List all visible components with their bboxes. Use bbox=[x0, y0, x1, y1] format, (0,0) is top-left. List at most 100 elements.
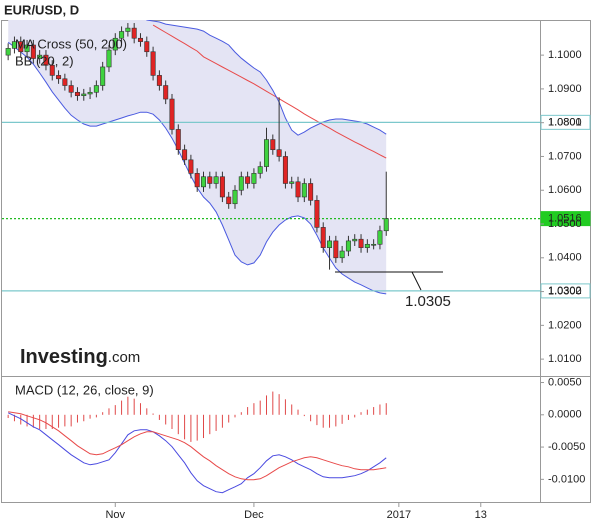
chart-title: EUR/USD, D bbox=[4, 2, 79, 17]
candle-body bbox=[62, 78, 68, 86]
candle-body bbox=[11, 41, 17, 49]
candle-body bbox=[49, 64, 55, 76]
candle-body bbox=[87, 91, 93, 95]
candle-body bbox=[194, 173, 200, 188]
level-box bbox=[540, 211, 591, 227]
candle-body bbox=[125, 27, 131, 32]
candle-body bbox=[24, 44, 30, 53]
y-tick-label: 1.0900 bbox=[548, 83, 582, 95]
annotation: 1.0305 bbox=[405, 293, 451, 310]
overlay: 1.0801 1.0516 1.0302 1.1000 1.0900 1.0800 1.07… bbox=[105, 49, 591, 521]
candle-body bbox=[106, 49, 112, 68]
candle-body bbox=[371, 243, 377, 246]
macd-title: MACD (12, 26, close, 9) bbox=[15, 382, 154, 397]
logo-name: Investing bbox=[20, 346, 108, 368]
frame bbox=[1, 20, 591, 503]
candle-body bbox=[232, 189, 238, 205]
level-label: 1.0516 bbox=[548, 213, 582, 225]
x-tick-label: 13 bbox=[475, 509, 487, 521]
candle-body bbox=[144, 41, 150, 53]
candle-body bbox=[377, 230, 383, 245]
y-tick-label: 0.0050 bbox=[548, 376, 582, 388]
candle-body bbox=[30, 44, 36, 59]
candle-body bbox=[270, 139, 276, 151]
candle-body bbox=[74, 91, 80, 96]
macd-line bbox=[7, 412, 387, 494]
candle-body bbox=[188, 159, 194, 174]
logo-suffix: .com bbox=[108, 349, 141, 366]
candle-body bbox=[81, 93, 87, 96]
candle-body bbox=[314, 200, 320, 228]
candle-body bbox=[226, 196, 232, 205]
candle-body bbox=[207, 176, 213, 184]
candle-body bbox=[119, 31, 125, 39]
y-tick-label: 1.0100 bbox=[548, 353, 582, 365]
x-tick-label: Nov bbox=[105, 509, 125, 521]
signal-line bbox=[8, 411, 387, 481]
candle-body bbox=[339, 250, 345, 259]
candle-body bbox=[352, 238, 358, 242]
y-tick-label: -0.0050 bbox=[548, 441, 585, 453]
macd-pane bbox=[7, 391, 387, 494]
candle-body bbox=[327, 240, 333, 248]
candle-body bbox=[383, 218, 389, 232]
y-tick-label: 1.0200 bbox=[548, 319, 582, 331]
candle-body bbox=[295, 181, 301, 198]
candle-body bbox=[56, 75, 62, 80]
y-tick-label: 1.0800 bbox=[548, 117, 582, 129]
candle-body bbox=[112, 37, 118, 51]
candle-body bbox=[100, 66, 106, 86]
candle-body bbox=[68, 85, 74, 93]
level-label: 1.0801 bbox=[548, 116, 582, 128]
legend-entry: BB (20, 2) bbox=[15, 53, 74, 68]
candle-body bbox=[257, 166, 263, 174]
y-tick-label: -0.0100 bbox=[548, 473, 585, 485]
candle-body bbox=[276, 149, 282, 157]
candle-body bbox=[175, 129, 181, 151]
annotation-pointer bbox=[411, 271, 422, 291]
candle-body bbox=[245, 176, 251, 184]
candle-body bbox=[301, 183, 307, 198]
candle-body bbox=[238, 176, 244, 191]
y-tick-label: 1.0700 bbox=[548, 150, 582, 162]
candle-body bbox=[156, 75, 162, 86]
candle-body bbox=[169, 98, 175, 130]
candle-body bbox=[308, 183, 314, 201]
candle-body bbox=[137, 37, 143, 42]
candle-body bbox=[93, 85, 99, 93]
y-tick-label: 1.0400 bbox=[548, 252, 582, 264]
candle-body bbox=[358, 238, 364, 248]
candle-body bbox=[345, 240, 351, 252]
price-pane bbox=[2, 20, 540, 295]
candle-body bbox=[251, 173, 257, 184]
candle-body bbox=[320, 227, 326, 248]
candle-body bbox=[213, 176, 219, 184]
candle-body bbox=[333, 240, 339, 259]
level-box bbox=[540, 283, 591, 299]
logo: Investing.com bbox=[20, 346, 140, 368]
level-label: 1.0302 bbox=[548, 285, 582, 297]
candle-body bbox=[200, 176, 206, 188]
candle-body bbox=[182, 149, 188, 161]
candle-body bbox=[150, 51, 156, 76]
candle-body bbox=[37, 54, 43, 59]
x-tick-label: 2017 bbox=[387, 509, 411, 521]
candle-body bbox=[264, 139, 270, 167]
candle-body bbox=[364, 243, 370, 248]
y-tick-label: 1.1000 bbox=[548, 49, 582, 61]
candle-body bbox=[163, 85, 169, 100]
candle-body bbox=[131, 27, 137, 39]
candle-body bbox=[219, 176, 225, 198]
y-tick-label: 0.0000 bbox=[548, 409, 582, 421]
x-tick-label: Dec bbox=[244, 509, 264, 521]
ma-line bbox=[152, 24, 387, 159]
legend-entry: MA Cross (50, 200) bbox=[15, 36, 127, 51]
candle-body bbox=[289, 181, 295, 184]
y-tick-label: 1.0500 bbox=[548, 218, 582, 230]
y-tick-label: 1.0600 bbox=[548, 184, 582, 196]
candle-body bbox=[282, 156, 288, 184]
candle-body bbox=[18, 41, 24, 53]
candle-body bbox=[5, 48, 11, 56]
